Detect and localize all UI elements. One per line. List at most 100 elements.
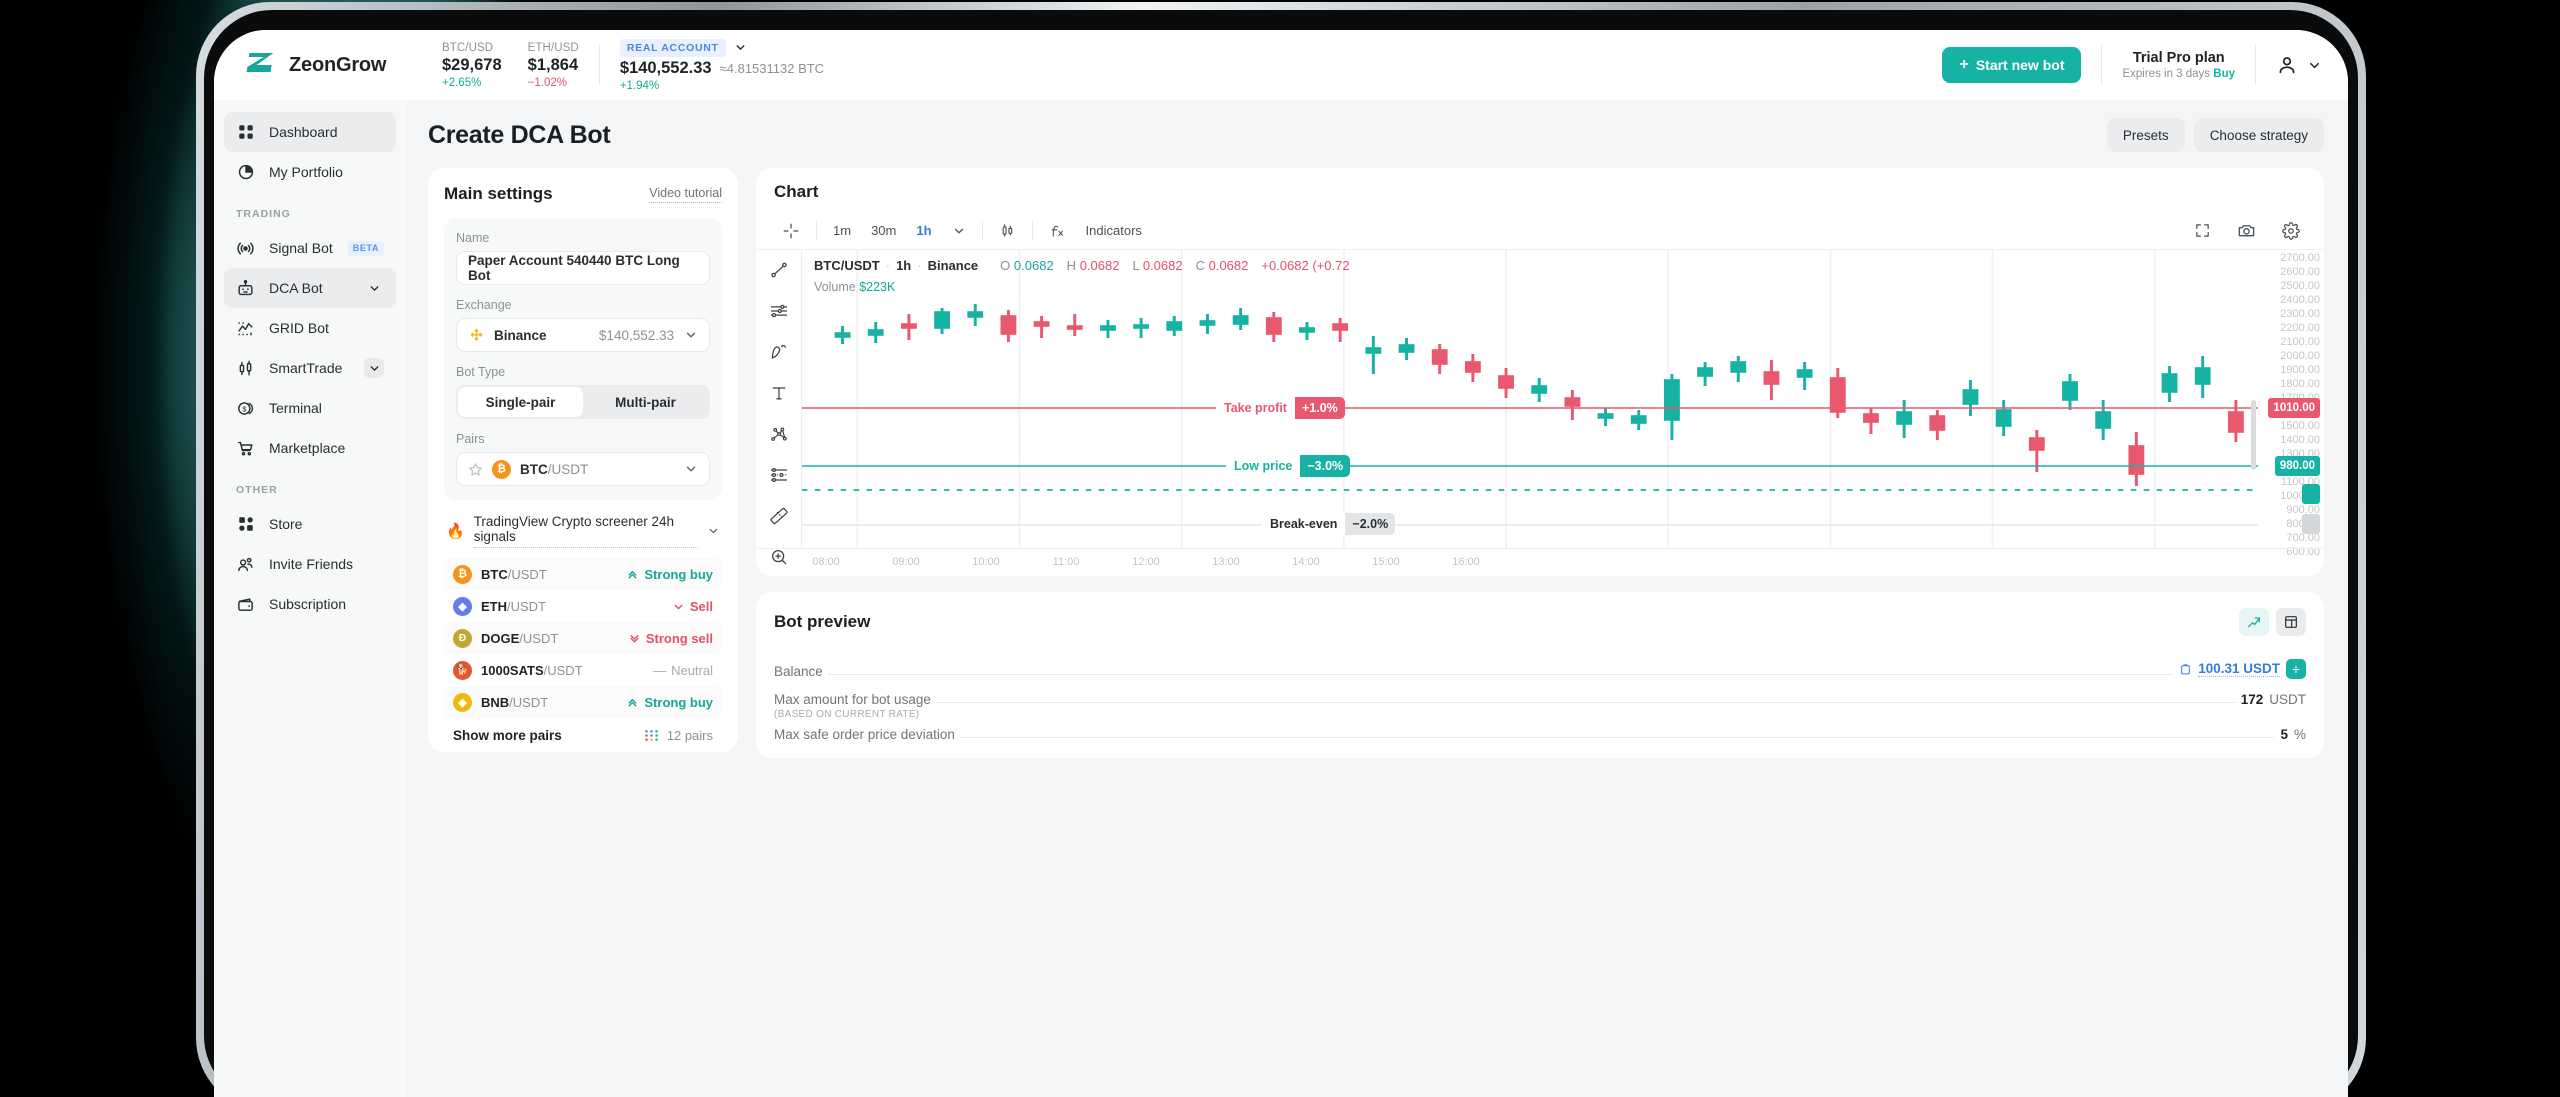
brush-icon[interactable]: [769, 342, 789, 367]
screener-header[interactable]: 🔥 TradingView Crypto screener 24h signal…: [444, 500, 722, 558]
sidebar-item-label: Marketplace: [269, 440, 346, 456]
user-menu[interactable]: [2276, 54, 2322, 76]
interval-chevron-down-icon[interactable]: [942, 217, 976, 245]
add-funds-button[interactable]: +: [2286, 659, 2306, 679]
ticker-btc[interactable]: BTC/USD $29,678 +2.65%: [442, 42, 502, 89]
account-summary[interactable]: REAL ACCOUNT $140,552.33 ≈4.81531132 BTC…: [619, 38, 824, 92]
chart-scrollbar[interactable]: [2251, 400, 2256, 470]
sidebar-item-label: Terminal: [269, 400, 322, 416]
interval-1h[interactable]: 1h: [916, 223, 932, 238]
sidebar-item-label: Store: [269, 516, 303, 532]
coin-icon: Ð: [453, 628, 472, 648]
chevron-down-icon[interactable]: [684, 462, 698, 476]
coin-icon: ◆: [453, 596, 472, 616]
chevron-down-icon[interactable]: [734, 41, 747, 54]
show-more-pairs-button[interactable]: Show more pairs 12 pairs: [444, 718, 722, 752]
trend-up-icon[interactable]: [2239, 608, 2269, 636]
preview-row-balance: Balance 100.31 USDT +: [774, 652, 2306, 685]
chart-drawing-tools: [756, 250, 802, 565]
chevron-down-icon[interactable]: [364, 358, 384, 378]
video-tutorial-link[interactable]: Video tutorial: [649, 186, 722, 203]
people-icon: [236, 555, 255, 574]
sidebar-item-signal-bot[interactable]: Signal Bot BETA: [224, 228, 396, 268]
measure-ruler-icon[interactable]: [769, 506, 789, 531]
take-profit-pct: +1.0%: [1294, 397, 1345, 419]
star-icon[interactable]: [468, 462, 483, 477]
bot-type-multi-pair[interactable]: Multi-pair: [615, 394, 676, 410]
gear-icon[interactable]: [2272, 217, 2310, 245]
indicators-button[interactable]: Indicators: [1085, 223, 1142, 238]
exchange-balance: $140,552.33: [598, 327, 674, 343]
signal-icon: [236, 239, 255, 258]
chevron-down-icon[interactable]: [2307, 58, 2322, 73]
list-item[interactable]: ◈ BNB/USDT Strong buy: [444, 686, 722, 718]
chart-x-axis[interactable]: 08:00 09:00 10:00 11:00 12:00 13:00 14:0…: [756, 548, 2324, 576]
chevron-down-icon[interactable]: [707, 524, 720, 538]
take-profit-label[interactable]: Take profit +1.0%: [1216, 397, 1345, 419]
pairs-select[interactable]: ₿ BTC/USDT: [456, 452, 710, 486]
sidebar-item-invite-friends[interactable]: Invite Friends: [224, 544, 396, 584]
sidebar-item-dca-bot[interactable]: DCA Bot: [224, 268, 396, 308]
list-item[interactable]: Ð DOGE/USDT Strong sell: [444, 622, 722, 654]
interval-1m[interactable]: 1m: [833, 223, 852, 238]
chart-legend: BTC/USDT · 1h · Binance O 0.0682: [814, 258, 1350, 294]
sidebar-group-other: OTHER: [236, 484, 278, 496]
zoom-in-icon[interactable]: [769, 547, 789, 572]
y-tick: 1400.00: [2280, 434, 2320, 446]
start-new-bot-button[interactable]: + Start new bot: [1942, 47, 2082, 83]
cart-icon: [236, 439, 255, 458]
crosshair-icon[interactable]: [772, 217, 810, 245]
plan-buy-link[interactable]: Buy: [2213, 68, 2235, 80]
signal-quote: /USDT: [509, 694, 549, 710]
ticker-eth[interactable]: ETH/USD $1,864 −1.02%: [528, 42, 579, 89]
list-item[interactable]: ₿ BTC/USDT Strong buy: [444, 558, 722, 590]
fx-icon[interactable]: [1039, 217, 1076, 245]
sidebar-item-my-portfolio[interactable]: My Portfolio: [224, 152, 396, 192]
horizontal-lines-icon[interactable]: [769, 301, 789, 326]
patterns-icon[interactable]: [769, 424, 789, 449]
legend-exchange: Binance: [927, 258, 979, 273]
legend-symbol[interactable]: BTC/USDT: [814, 258, 880, 273]
brand[interactable]: ZeonGrow: [242, 48, 434, 82]
interval-30m[interactable]: 30m: [871, 223, 897, 238]
list-item[interactable]: 🐕 1000SATS/USDT — Neutral: [444, 654, 722, 686]
sidebar-item-smarttrade[interactable]: SmartTrade: [224, 348, 396, 388]
y-tick: 900.00: [2286, 504, 2320, 516]
exchange-select[interactable]: Binance $140,552.33: [456, 318, 710, 352]
forecast-icon[interactable]: [769, 465, 789, 490]
toolbar-divider: [816, 220, 817, 241]
presets-button[interactable]: Presets: [2106, 118, 2185, 152]
balance-value[interactable]: 100.31 USDT: [2198, 661, 2280, 677]
bot-type-single-pair[interactable]: Single-pair: [458, 387, 583, 417]
sidebar-item-marketplace[interactable]: Marketplace: [224, 428, 396, 468]
candles-icon[interactable]: [989, 217, 1026, 245]
settings-form: Name Paper Account 540440 BTC Long Bot E…: [444, 218, 722, 500]
signal-base: DOGE: [481, 630, 520, 646]
chart-y-axis[interactable]: 2700.00 2600.00 2500.00 2400.00 2300.00 …: [2258, 250, 2324, 558]
leader-dots: [828, 674, 2174, 675]
sidebar-item-subscription[interactable]: Subscription: [224, 584, 396, 624]
header-divider-2: [2101, 45, 2103, 85]
chevron-down-icon[interactable]: [684, 328, 698, 342]
sidebar-item-terminal[interactable]: $ Terminal: [224, 388, 396, 428]
main-settings-card: Main settings Video tutorial Name Paper …: [428, 168, 738, 752]
text-tool-icon[interactable]: [769, 383, 789, 408]
ticker-change: +2.65%: [442, 76, 482, 89]
list-item[interactable]: ◆ ETH/USDT Sell: [444, 590, 722, 622]
user-avatar-icon: [2279, 57, 2295, 74]
low-price-label[interactable]: Low price −3.0%: [1226, 455, 1351, 477]
chart-plot-area[interactable]: BTC/USDT · 1h · Binance O 0.0682: [802, 250, 2258, 548]
fullscreen-icon[interactable]: [2184, 217, 2221, 245]
y-tick: 1800.00: [2280, 378, 2320, 390]
bot-name-input[interactable]: Paper Account 540440 BTC Long Bot: [456, 251, 710, 285]
chevron-down-icon[interactable]: [364, 278, 384, 298]
sidebar-item-dashboard[interactable]: Dashboard: [224, 112, 396, 152]
choose-strategy-button[interactable]: Choose strategy: [2193, 118, 2324, 152]
break-even-label[interactable]: Break-even −2.0%: [1262, 513, 1396, 535]
table-icon[interactable]: [2276, 608, 2306, 636]
sidebar-item-grid-bot[interactable]: GRID Bot: [224, 308, 396, 348]
camera-icon[interactable]: [2227, 217, 2266, 245]
sidebar-item-store[interactable]: Store: [224, 504, 396, 544]
take-profit-price-tag: 1010.00: [2268, 398, 2320, 418]
trendline-icon[interactable]: [769, 260, 789, 285]
